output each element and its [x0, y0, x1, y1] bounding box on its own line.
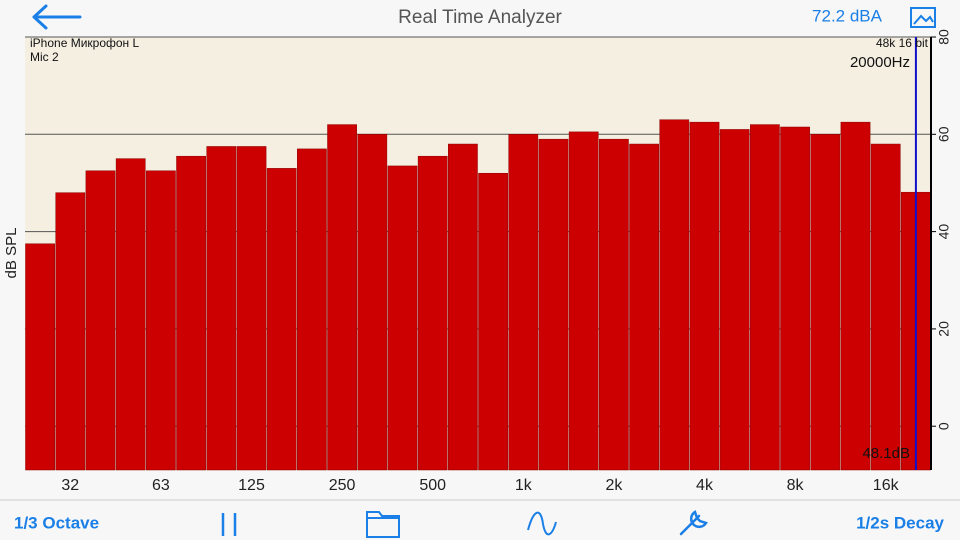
- bar: [176, 155, 206, 471]
- y-axis-label: dB SPL: [3, 228, 20, 279]
- bar: [508, 134, 539, 471]
- plot: [25, 36, 931, 471]
- bar: [236, 146, 267, 471]
- x-tick-label: 2k: [605, 477, 623, 494]
- y-tick-label: 0: [936, 422, 952, 430]
- octave-button[interactable]: 1/3 Octave: [14, 513, 99, 532]
- plot-area: [25, 37, 931, 470]
- bar: [266, 168, 297, 471]
- x-tick-label: 125: [238, 477, 265, 494]
- bar: [538, 138, 569, 471]
- pause-button[interactable]: [221, 513, 237, 536]
- bar: [719, 129, 750, 471]
- back-button[interactable]: [32, 4, 82, 30]
- bar: [206, 146, 237, 471]
- image-button[interactable]: [910, 7, 936, 28]
- bar: [840, 121, 871, 471]
- y-tick-label: 80: [936, 29, 952, 45]
- top-bar: [0, 0, 960, 35]
- bar: [146, 170, 176, 471]
- x-tick-label: 250: [329, 477, 356, 494]
- bar: [417, 155, 448, 471]
- x-tick-label: 63: [152, 477, 170, 494]
- format-label: 48k 16 bit: [876, 36, 929, 50]
- bar: [327, 124, 357, 471]
- bar: [780, 126, 810, 471]
- level-readout[interactable]: 72.2 dBA: [812, 6, 883, 25]
- bar: [599, 138, 629, 471]
- y-tick-label: 20: [936, 321, 952, 337]
- folder-button[interactable]: [366, 511, 400, 538]
- bar: [85, 170, 116, 471]
- bar: [629, 143, 659, 471]
- bar: [387, 165, 418, 471]
- bar: [297, 148, 327, 471]
- bar: [659, 119, 690, 471]
- bar: [115, 158, 146, 471]
- x-tick-label: 8k: [787, 477, 805, 494]
- x-tick-label: 1k: [515, 477, 533, 494]
- cursor-level: 48.1dB: [862, 445, 910, 462]
- bar: [25, 243, 55, 471]
- decay-button[interactable]: 1/2s Decay: [856, 513, 944, 532]
- channel-label: Mic 2: [30, 50, 59, 64]
- signal-button[interactable]: [527, 511, 557, 536]
- screen-title: Real Time Analyzer: [398, 7, 562, 28]
- bar: [870, 143, 901, 471]
- device-label: iPhone Микрофон L: [30, 36, 140, 50]
- y-tick-label: 60: [936, 126, 952, 142]
- x-tick-label: 32: [61, 477, 79, 494]
- bar: [448, 143, 478, 471]
- cursor-frequency: 20000Hz: [850, 54, 910, 71]
- bar: [810, 134, 841, 471]
- bar: [689, 121, 720, 471]
- y-tick-label: 40: [936, 224, 952, 240]
- x-tick-label: 4k: [696, 477, 714, 494]
- bar: [568, 131, 599, 471]
- bar: [750, 124, 780, 471]
- bar: [357, 134, 388, 471]
- bar: [55, 192, 86, 471]
- bar: [478, 172, 508, 471]
- settings-button[interactable]: [679, 510, 708, 536]
- x-tick-label: 16k: [873, 477, 900, 494]
- x-tick-label: 500: [419, 477, 446, 494]
